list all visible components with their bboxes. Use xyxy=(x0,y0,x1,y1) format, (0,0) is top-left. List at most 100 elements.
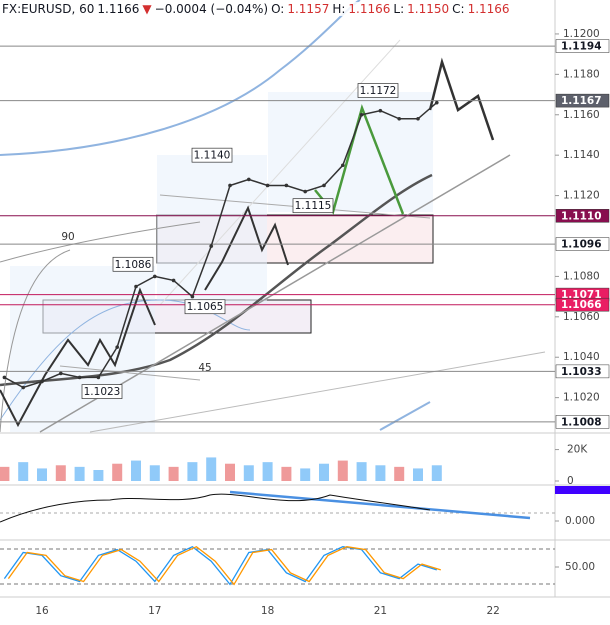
header-item: C: xyxy=(452,2,465,16)
y-tick-label: 1.1160 xyxy=(563,109,600,121)
x-tick-label: 16 xyxy=(35,605,49,617)
header-item: −0.0004 (−0.04%) xyxy=(154,2,269,16)
price-point xyxy=(153,274,157,279)
annotation: 1.1140 xyxy=(194,150,231,162)
header-item: L: xyxy=(393,2,405,16)
x-tick-label: 17 xyxy=(148,605,161,617)
lower-band xyxy=(379,401,431,431)
price-point xyxy=(115,345,119,349)
volume-bar xyxy=(337,460,348,481)
volume-bar xyxy=(431,465,442,481)
macd-tick-label: 0.000 xyxy=(565,515,595,527)
volume-bar xyxy=(74,466,85,481)
level-label: 1.1194 xyxy=(561,41,602,53)
y-tick-label: 1.1020 xyxy=(563,392,600,404)
volume-bar xyxy=(262,462,273,481)
level-tag xyxy=(555,209,610,223)
price-point xyxy=(265,183,270,188)
price-point xyxy=(416,117,420,121)
header-item: O: xyxy=(271,2,285,16)
trendline xyxy=(89,351,546,433)
level-label: 1.1033 xyxy=(561,366,602,378)
volume-bar xyxy=(225,463,235,481)
volume-bar xyxy=(18,462,29,481)
macd-line xyxy=(0,493,431,523)
annotation-box xyxy=(191,147,233,163)
volume-bar xyxy=(37,468,47,481)
volume-bar xyxy=(413,468,423,481)
volume-bar xyxy=(356,462,367,481)
header: FX:EURUSD, 60 1.1166 ▼ −0.0004 (−0.04%) O: 1.… xyxy=(2,2,510,16)
price-point xyxy=(378,108,383,113)
level-tag xyxy=(555,237,610,251)
volume-bar xyxy=(112,463,123,481)
annotation: 1.1065 xyxy=(187,301,224,313)
y-tick-label: 1.1040 xyxy=(563,351,600,363)
annotation-box xyxy=(184,299,226,315)
price-point xyxy=(77,375,82,380)
header-item: 1.1157 xyxy=(287,2,330,16)
header-item: ▼ xyxy=(142,2,152,16)
x-tick-label: 22 xyxy=(487,605,500,617)
price-point xyxy=(359,112,364,117)
price-line xyxy=(4,102,438,389)
price-point xyxy=(322,183,326,188)
fan-arc xyxy=(0,249,71,433)
y-tick-label: 1.1060 xyxy=(563,311,600,323)
price-point xyxy=(209,244,213,248)
volume-bar xyxy=(206,457,217,481)
angle-label: 90 xyxy=(61,231,74,243)
price-point xyxy=(247,177,251,182)
annotation-box xyxy=(112,256,154,272)
volume-tick-label: 20K xyxy=(567,444,588,456)
price-point xyxy=(59,371,63,376)
stoch-tick-label: 50.00 xyxy=(565,561,595,573)
level-label: 1.1096 xyxy=(561,239,602,251)
projection xyxy=(0,287,156,428)
volume-bar xyxy=(243,465,254,481)
x-tick-label: 21 xyxy=(374,605,387,617)
price-point xyxy=(284,183,289,188)
price-point xyxy=(228,183,232,188)
header-item: 1.1166 xyxy=(97,2,140,16)
angle-label: 45 xyxy=(198,362,211,374)
volume-bar xyxy=(281,466,292,481)
level-tag xyxy=(555,39,610,53)
volume-tick-label: 0 xyxy=(567,475,574,487)
annotation: 1.1023 xyxy=(84,386,121,398)
macd-trendline xyxy=(229,490,531,520)
level-tag xyxy=(555,364,610,379)
volume-bar xyxy=(319,463,329,481)
stoch-line xyxy=(7,545,441,586)
price-point xyxy=(341,163,345,168)
price-point xyxy=(171,278,176,283)
level-tag xyxy=(555,93,610,108)
macd-label xyxy=(555,486,610,494)
price-point xyxy=(435,100,439,105)
price-point xyxy=(134,284,138,289)
stoch-line xyxy=(3,545,437,586)
annotation-box xyxy=(357,83,399,98)
fan-line xyxy=(0,221,201,263)
price-point xyxy=(2,375,7,380)
price-point xyxy=(397,117,402,121)
profile-zone xyxy=(157,155,267,305)
volume-bar xyxy=(394,466,405,481)
annotation: 1.1086 xyxy=(115,259,152,271)
volume-bar xyxy=(93,470,104,481)
header-item: 1.1150 xyxy=(407,2,450,16)
volume-bar xyxy=(300,468,311,481)
y-tick-label: 1.1180 xyxy=(563,68,600,80)
annotation-box xyxy=(81,384,123,399)
volume-bar xyxy=(187,462,198,481)
price-point xyxy=(303,189,308,194)
profile-zone xyxy=(10,266,155,432)
lower-band xyxy=(0,299,251,421)
volume-bar xyxy=(149,465,160,481)
volume-bar xyxy=(55,465,66,481)
fan-line xyxy=(59,365,201,381)
upper-band xyxy=(0,0,361,156)
price-point xyxy=(96,375,101,380)
volume-bar xyxy=(0,466,10,481)
